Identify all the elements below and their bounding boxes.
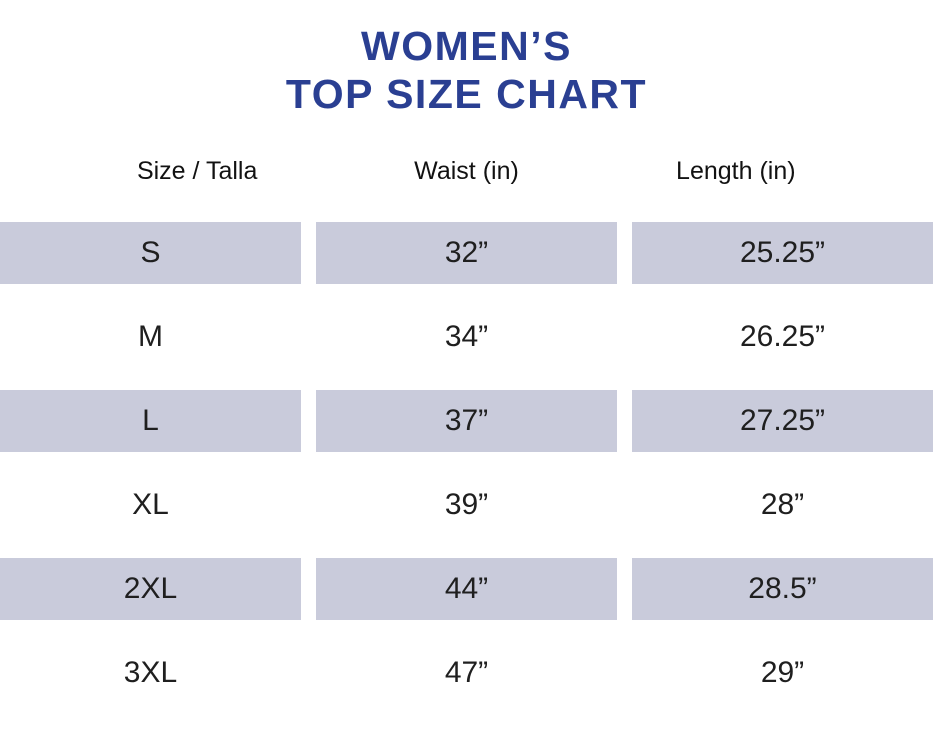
table-row: 3XL 47” 29”	[0, 642, 933, 704]
waist-cell: 44”	[316, 558, 617, 620]
header-waist: Waist (in)	[414, 157, 519, 185]
waist-cell: 37”	[316, 390, 617, 452]
length-cell: 28”	[760, 488, 805, 521]
size-cell: M	[138, 320, 163, 353]
waist-cell: 47”	[444, 656, 489, 689]
table-header-row: Size / Talla Waist (in) Length (in)	[70, 156, 863, 186]
size-cell: 3XL	[123, 656, 178, 689]
length-cell: 25.25”	[632, 222, 933, 284]
table-row: XL 39” 28”	[0, 474, 933, 536]
size-cell: L	[0, 390, 301, 452]
chart-title-line2: TOP SIZE CHART	[285, 71, 648, 117]
table-row: M 34” 26.25”	[0, 306, 933, 368]
waist-cell: 39”	[444, 488, 489, 521]
size-cell: XL	[132, 488, 169, 521]
length-cell: 29”	[760, 656, 805, 689]
waist-cell: 34”	[444, 320, 489, 353]
length-cell: 26.25”	[739, 320, 826, 353]
length-cell: 28.5”	[632, 558, 933, 620]
chart-title: WOMEN’S TOP SIZE CHART	[0, 0, 933, 118]
table-row: L 37” 27.25”	[0, 390, 933, 452]
table-row: 2XL 44” 28.5”	[0, 558, 933, 620]
size-cell: 2XL	[0, 558, 301, 620]
header-size-talla: Size / Talla	[136, 157, 258, 185]
header-length: Length (in)	[676, 157, 796, 185]
chart-title-line1: WOMEN’S	[361, 23, 572, 69]
size-cell: S	[0, 222, 301, 284]
length-cell: 27.25”	[632, 390, 933, 452]
table-body: S 32” 25.25” M 34” 26.25” L 37” 27.25” X…	[0, 222, 933, 704]
table-row: S 32” 25.25”	[0, 222, 933, 284]
waist-cell: 32”	[316, 222, 617, 284]
